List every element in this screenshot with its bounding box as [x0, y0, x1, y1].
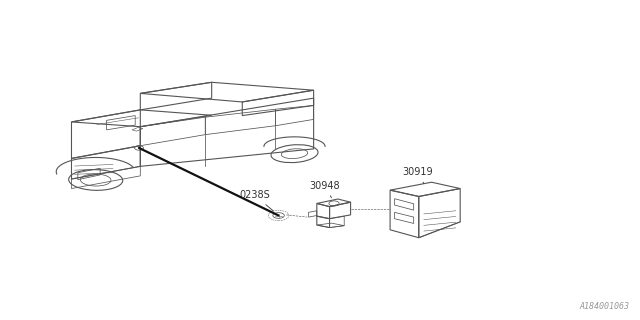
- Text: 30919: 30919: [402, 167, 433, 184]
- Text: 0238S: 0238S: [239, 190, 273, 211]
- Text: 30948: 30948: [310, 180, 340, 198]
- Text: A184001063: A184001063: [579, 302, 629, 311]
- Circle shape: [273, 213, 284, 218]
